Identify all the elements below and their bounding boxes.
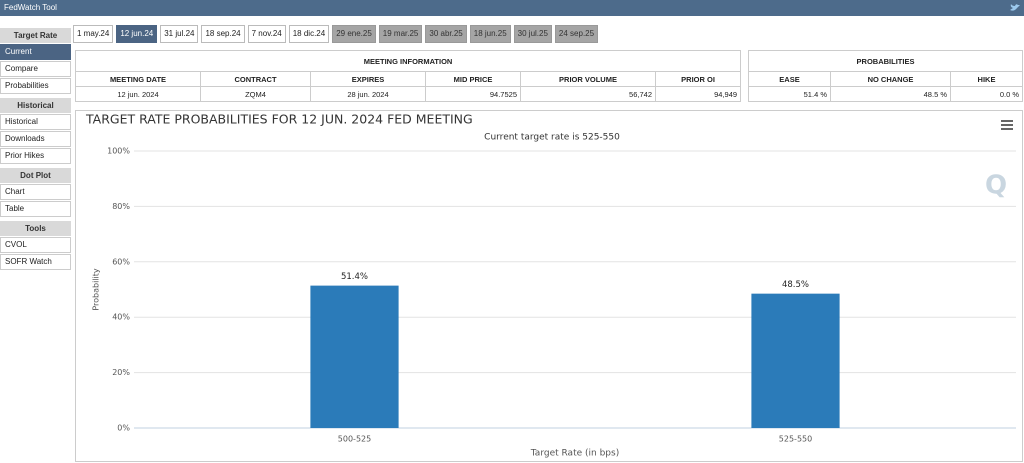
meeting-tab[interactable]: 12 jun.24 xyxy=(116,25,158,43)
sidebar-item[interactable]: Historical xyxy=(0,114,71,130)
x-tick-label: 525-550 xyxy=(779,435,812,444)
y-tick-label: 60% xyxy=(112,257,130,266)
meeting-tab[interactable]: 1 may.24 xyxy=(73,25,114,43)
x-tick-label: 500-525 xyxy=(338,435,371,444)
column-header: EASE xyxy=(748,71,831,87)
cell: 56,742 xyxy=(520,86,656,102)
sidebar-item[interactable]: CVOL xyxy=(0,237,71,253)
y-axis-title: Probability xyxy=(92,268,101,311)
meeting-tab[interactable]: 18 sep.24 xyxy=(201,25,245,43)
cell: ZQM4 xyxy=(200,86,311,102)
x-axis-title: Target Rate (in bps) xyxy=(530,449,619,459)
meeting-tab[interactable]: 31 jul.24 xyxy=(160,25,199,43)
menu-icon[interactable] xyxy=(1001,120,1013,130)
cell: 48.5 % xyxy=(830,86,951,102)
y-tick-label: 80% xyxy=(112,202,130,211)
sidebar-section: Dot Plot xyxy=(0,168,71,183)
sidebar-item[interactable]: Downloads xyxy=(0,131,71,147)
sidebar-item[interactable]: Prior Hikes xyxy=(0,148,71,164)
column-header: PRIOR OI xyxy=(654,71,742,87)
y-tick-label: 0% xyxy=(117,424,130,433)
sidebar-item[interactable]: Table xyxy=(0,201,71,217)
top-bar: FedWatch Tool xyxy=(0,0,1024,16)
logo: Q xyxy=(985,171,1007,201)
sidebar-section: Historical xyxy=(0,98,71,113)
meeting-tab[interactable]: 29 ene.25 xyxy=(332,25,376,43)
sidebar-section: Tools xyxy=(0,221,71,236)
chart-subtitle: Current target rate is 525-550 xyxy=(484,133,620,143)
column-header: EXPIRES xyxy=(310,71,426,87)
title-row: PROBABILITIES xyxy=(748,50,1023,72)
cell: 94,949 xyxy=(654,86,742,102)
sidebar: Target Rate Current Compare Probabilities Hi… xyxy=(0,24,71,270)
y-tick-label: 40% xyxy=(112,313,130,322)
probabilities-table: PROBABILITIES EASE NO CHANGE HIKE 51.4 % 48.5… xyxy=(748,50,1023,102)
meeting-tab[interactable]: 30 abr.25 xyxy=(425,25,467,43)
column-header: NO CHANGE xyxy=(830,71,951,87)
sidebar-item[interactable]: Chart xyxy=(0,184,71,200)
meeting-info-table: MEETING INFORMATION MEETING DATE CONTRACT E… xyxy=(74,50,742,102)
meeting-tabs: 1 may.24 12 jun.24 31 jul.24 18 sep.24 7 nov… xyxy=(73,25,599,43)
sidebar-item[interactable]: Compare xyxy=(0,61,71,77)
column-header: MID PRICE xyxy=(425,71,521,87)
chart-panel: TARGET RATE PROBABILITIES FOR 12 JUN. 20… xyxy=(75,110,1023,462)
value-label: 48.5% xyxy=(782,280,809,290)
column-header: CONTRACT xyxy=(200,71,311,87)
column-header: PRIOR VOLUME xyxy=(520,71,656,87)
twitter-icon[interactable] xyxy=(1010,3,1020,13)
y-tick-label: 20% xyxy=(112,368,130,377)
meeting-tab[interactable]: 19 mar.25 xyxy=(378,25,423,43)
meeting-tab[interactable]: 30 jul.25 xyxy=(513,25,552,43)
chart-title: TARGET RATE PROBABILITIES FOR 12 JUN. 20… xyxy=(85,112,473,127)
meeting-tab[interactable]: 24 sep.25 xyxy=(554,25,599,43)
sidebar-item[interactable]: SOFR Watch xyxy=(0,254,71,270)
cell: 28 jun. 2024 xyxy=(310,86,426,102)
chart: TARGET RATE PROBABILITIES FOR 12 JUN. 20… xyxy=(85,112,1016,459)
cell: 94.7525 xyxy=(425,86,521,102)
column-header: HIKE xyxy=(950,71,1023,87)
title-row: MEETING INFORMATION xyxy=(74,50,742,72)
cell: 0.0 % xyxy=(950,86,1023,102)
cell: 51.4 % xyxy=(748,86,831,102)
column-header: MEETING DATE xyxy=(75,71,201,87)
bar xyxy=(751,293,840,428)
table-title: PROBABILITIES xyxy=(748,50,1023,72)
sidebar-section: Target Rate xyxy=(0,28,71,43)
table-title: MEETING INFORMATION xyxy=(74,50,742,72)
meeting-tab[interactable]: 18 dic.24 xyxy=(288,25,330,43)
y-tick-label: 100% xyxy=(107,147,130,156)
header-row: EASE NO CHANGE HIKE xyxy=(748,71,1023,87)
app-title: FedWatch Tool xyxy=(4,3,57,12)
data-row: 51.4 % 48.5 % 0.0 % xyxy=(748,86,1023,102)
value-label: 51.4% xyxy=(341,272,368,282)
meeting-tab[interactable]: 7 nov.24 xyxy=(247,25,286,43)
sidebar-item[interactable]: Probabilities xyxy=(0,78,71,94)
bar xyxy=(310,285,399,428)
meeting-tab[interactable]: 18 jun.25 xyxy=(469,25,511,43)
header-row: MEETING DATE CONTRACT EXPIRES MID PRICE PRIO… xyxy=(75,71,742,87)
sidebar-item[interactable]: Current xyxy=(0,44,71,60)
cell: 12 jun. 2024 xyxy=(75,86,201,102)
data-row: 12 jun. 2024 ZQM4 28 jun. 2024 94.7525 56,74… xyxy=(75,86,742,102)
